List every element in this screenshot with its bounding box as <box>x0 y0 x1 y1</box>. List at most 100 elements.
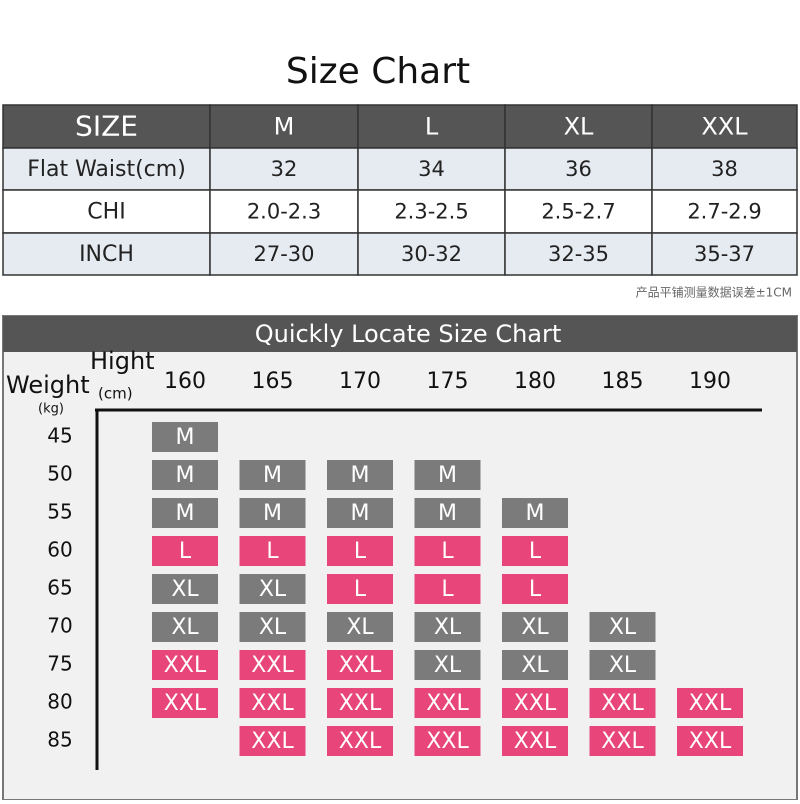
size-cell <box>152 460 218 490</box>
weight-value: 50 <box>47 462 72 486</box>
size-cell-text: M <box>176 463 195 488</box>
height-label: Hight <box>90 347 155 375</box>
size-cell-text: XXL <box>164 691 207 716</box>
size-cell-text: XL <box>346 615 374 640</box>
size-cell-text: XL <box>434 615 462 640</box>
size-cell-text: XL <box>171 615 199 640</box>
size-cell <box>327 726 393 756</box>
size-cell <box>589 650 656 680</box>
size-cell-text: L <box>441 577 454 602</box>
size-cell <box>152 536 218 566</box>
height-value: 180 <box>514 369 556 394</box>
size-cell-text: XL <box>171 577 199 602</box>
size-cell <box>327 612 393 642</box>
cell-text: 38 <box>711 157 738 181</box>
table-cell <box>209 232 359 276</box>
size-cell-text: L <box>529 577 542 602</box>
size-cell-text: XL <box>521 615 549 640</box>
size-cell <box>239 536 306 566</box>
size-cell <box>589 612 656 642</box>
size-cell <box>414 612 481 642</box>
size-cell-text: L <box>266 539 279 564</box>
weight-value: 65 <box>47 576 72 600</box>
table-cell <box>357 147 506 191</box>
size-cell <box>502 612 568 642</box>
cell-text: Flat Waist(cm) <box>27 157 186 182</box>
size-cell-text: XXL <box>689 691 732 716</box>
cell-text: 30-32 <box>401 242 462 266</box>
size-cell-text: M <box>176 501 195 526</box>
cell-text: 35-37 <box>694 242 755 266</box>
header-cell-text: L <box>425 113 439 141</box>
size-cell-text: XL <box>259 577 287 602</box>
cell-text: 36 <box>565 157 592 181</box>
weight-value: 70 <box>47 614 72 638</box>
table-cell <box>2 147 211 191</box>
size-cell-text: M <box>351 501 370 526</box>
size-cell-text: XXL <box>426 691 469 716</box>
size-cell <box>677 726 743 756</box>
locator-header <box>3 316 797 352</box>
table-cell <box>651 147 798 191</box>
size-cell-text: XL <box>609 653 637 678</box>
size-cell-text: XL <box>521 653 549 678</box>
size-cell <box>152 422 218 452</box>
table-cell <box>209 189 359 234</box>
weight-unit: (kg) <box>38 402 64 417</box>
size-cell <box>152 498 218 528</box>
size-cell-text: XL <box>259 615 287 640</box>
height-value: 175 <box>427 369 469 394</box>
cell-text: 32 <box>271 157 298 181</box>
size-cell-text: XXL <box>339 653 382 678</box>
size-cell <box>502 536 568 566</box>
weight-label: Weight <box>6 371 90 399</box>
size-cell-text: XXL <box>251 691 294 716</box>
cell-text: 2.0-2.3 <box>247 200 321 224</box>
header-cell-text: XL <box>564 113 594 141</box>
size-cell-text: M <box>263 501 282 526</box>
size-cell <box>327 498 393 528</box>
table-cell <box>357 232 506 276</box>
cell-text: 32-35 <box>548 242 609 266</box>
table-cell <box>504 232 653 276</box>
height-value: 170 <box>339 369 381 394</box>
weight-value: 45 <box>47 424 72 448</box>
height-value: 160 <box>164 369 206 394</box>
size-cell-text: M <box>263 463 282 488</box>
size-cell <box>502 650 568 680</box>
weight-value: 60 <box>47 538 72 562</box>
cell-text: 27-30 <box>253 242 314 266</box>
size-cell-text: L <box>354 577 367 602</box>
size-cell <box>327 460 393 490</box>
size-cell-text: XXL <box>601 729 644 754</box>
locator-panel <box>2 315 798 801</box>
size-cell <box>239 612 306 642</box>
size-cell-text: XXL <box>426 729 469 754</box>
size-cell <box>502 688 568 718</box>
size-cell-text: XXL <box>251 729 294 754</box>
table-cell <box>209 104 359 149</box>
cell-text: INCH <box>79 242 134 267</box>
size-cell <box>327 650 393 680</box>
size-cell-text: XXL <box>251 653 294 678</box>
weight-value: 80 <box>47 690 72 714</box>
size-cell-text: XXL <box>689 729 732 754</box>
locator-title: Quickly Locate Size Chart <box>255 320 562 348</box>
size-cell-text: L <box>179 539 192 564</box>
header-cell-text: M <box>274 113 295 141</box>
size-cell <box>239 460 306 490</box>
size-cell <box>502 726 568 756</box>
title: Size Chart <box>286 51 470 92</box>
size-cell-text: M <box>438 463 457 488</box>
size-cell <box>589 688 656 718</box>
size-cell <box>152 650 218 680</box>
header-cell-text: XXL <box>701 113 748 141</box>
size-cell <box>414 574 481 604</box>
size-cell-text: M <box>526 501 545 526</box>
size-cell <box>414 726 481 756</box>
weight-value: 55 <box>47 500 72 524</box>
table-cell <box>2 232 211 276</box>
size-cell-text: L <box>441 539 454 564</box>
height-value: 185 <box>602 369 644 394</box>
